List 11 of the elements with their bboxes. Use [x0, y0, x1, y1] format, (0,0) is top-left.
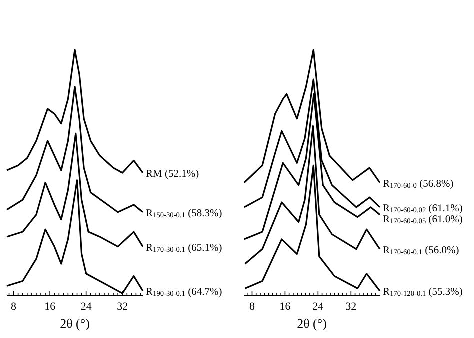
- series-label: RM (52.1%): [146, 169, 200, 180]
- x-axis-title: 2θ (°): [297, 316, 327, 331]
- x-tick-label: 24: [312, 301, 324, 313]
- x-tick-label: 8: [249, 301, 256, 313]
- x-tick-label: 16: [280, 301, 292, 313]
- x-axis-title: 2θ (°): [60, 316, 90, 331]
- x-tick-label: 24: [80, 301, 92, 313]
- x-tick-label: 32: [346, 301, 357, 313]
- x-tick-label: 16: [44, 301, 56, 313]
- x-tick-label: 32: [117, 301, 128, 313]
- x-tick-label: 8: [11, 301, 18, 313]
